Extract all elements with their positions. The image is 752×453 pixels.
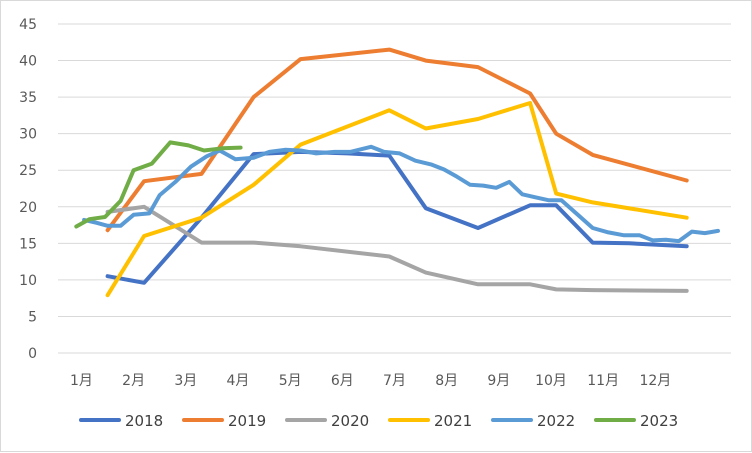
legend-label-2020: 2020 bbox=[331, 412, 369, 430]
x-tick-label: 3月 bbox=[174, 373, 197, 389]
x-tick-label: 5月 bbox=[279, 373, 302, 389]
x-tick-label: 11月 bbox=[587, 373, 619, 389]
y-tick-label: 0 bbox=[28, 346, 37, 362]
x-tick-label: 9月 bbox=[487, 373, 510, 389]
x-tick-label: 7月 bbox=[383, 373, 406, 389]
series-line-2021 bbox=[105, 101, 689, 298]
y-tick-label: 10 bbox=[19, 273, 37, 289]
series-line-2020 bbox=[105, 204, 689, 293]
legend-label-2018: 2018 bbox=[125, 412, 163, 430]
y-tick-label: 20 bbox=[19, 200, 37, 216]
y-tick-label: 25 bbox=[19, 163, 37, 179]
x-tick-label: 12月 bbox=[639, 373, 671, 389]
x-tick-label: 10月 bbox=[535, 373, 567, 389]
gridlines bbox=[58, 23, 731, 354]
y-tick-label: 15 bbox=[19, 236, 37, 252]
y-axis-ticks: 0 5 10 15 20 25 30 35 40 45 bbox=[19, 17, 37, 362]
x-tick-label: 6月 bbox=[331, 373, 354, 389]
legend-label-2021: 2021 bbox=[434, 412, 472, 430]
legend-label-2019: 2019 bbox=[228, 412, 266, 430]
y-tick-label: 35 bbox=[19, 90, 37, 106]
x-axis-ticks: 1月 2月 3月 4月 5月 6月 7月 8月 9月 10月 11月 12月 bbox=[70, 373, 671, 389]
series-line-2019 bbox=[105, 47, 689, 233]
legend-label-2023: 2023 bbox=[640, 412, 678, 430]
x-tick-label: 2月 bbox=[122, 373, 145, 389]
x-tick-label: 8月 bbox=[435, 373, 458, 389]
series-line-2018 bbox=[105, 149, 689, 285]
legend: 2018 2019 2020 2021 2022 2023 bbox=[79, 412, 678, 430]
x-tick-label: 4月 bbox=[227, 373, 250, 389]
legend-label-2022: 2022 bbox=[537, 412, 575, 430]
x-tick-label: 1月 bbox=[70, 373, 93, 389]
y-tick-label: 30 bbox=[19, 127, 37, 143]
y-tick-label: 5 bbox=[28, 309, 37, 325]
series-lines bbox=[74, 47, 720, 298]
series-line-2023 bbox=[74, 140, 243, 229]
y-tick-label: 45 bbox=[19, 17, 37, 33]
series-line-2022 bbox=[82, 144, 720, 244]
y-tick-label: 40 bbox=[19, 54, 37, 70]
